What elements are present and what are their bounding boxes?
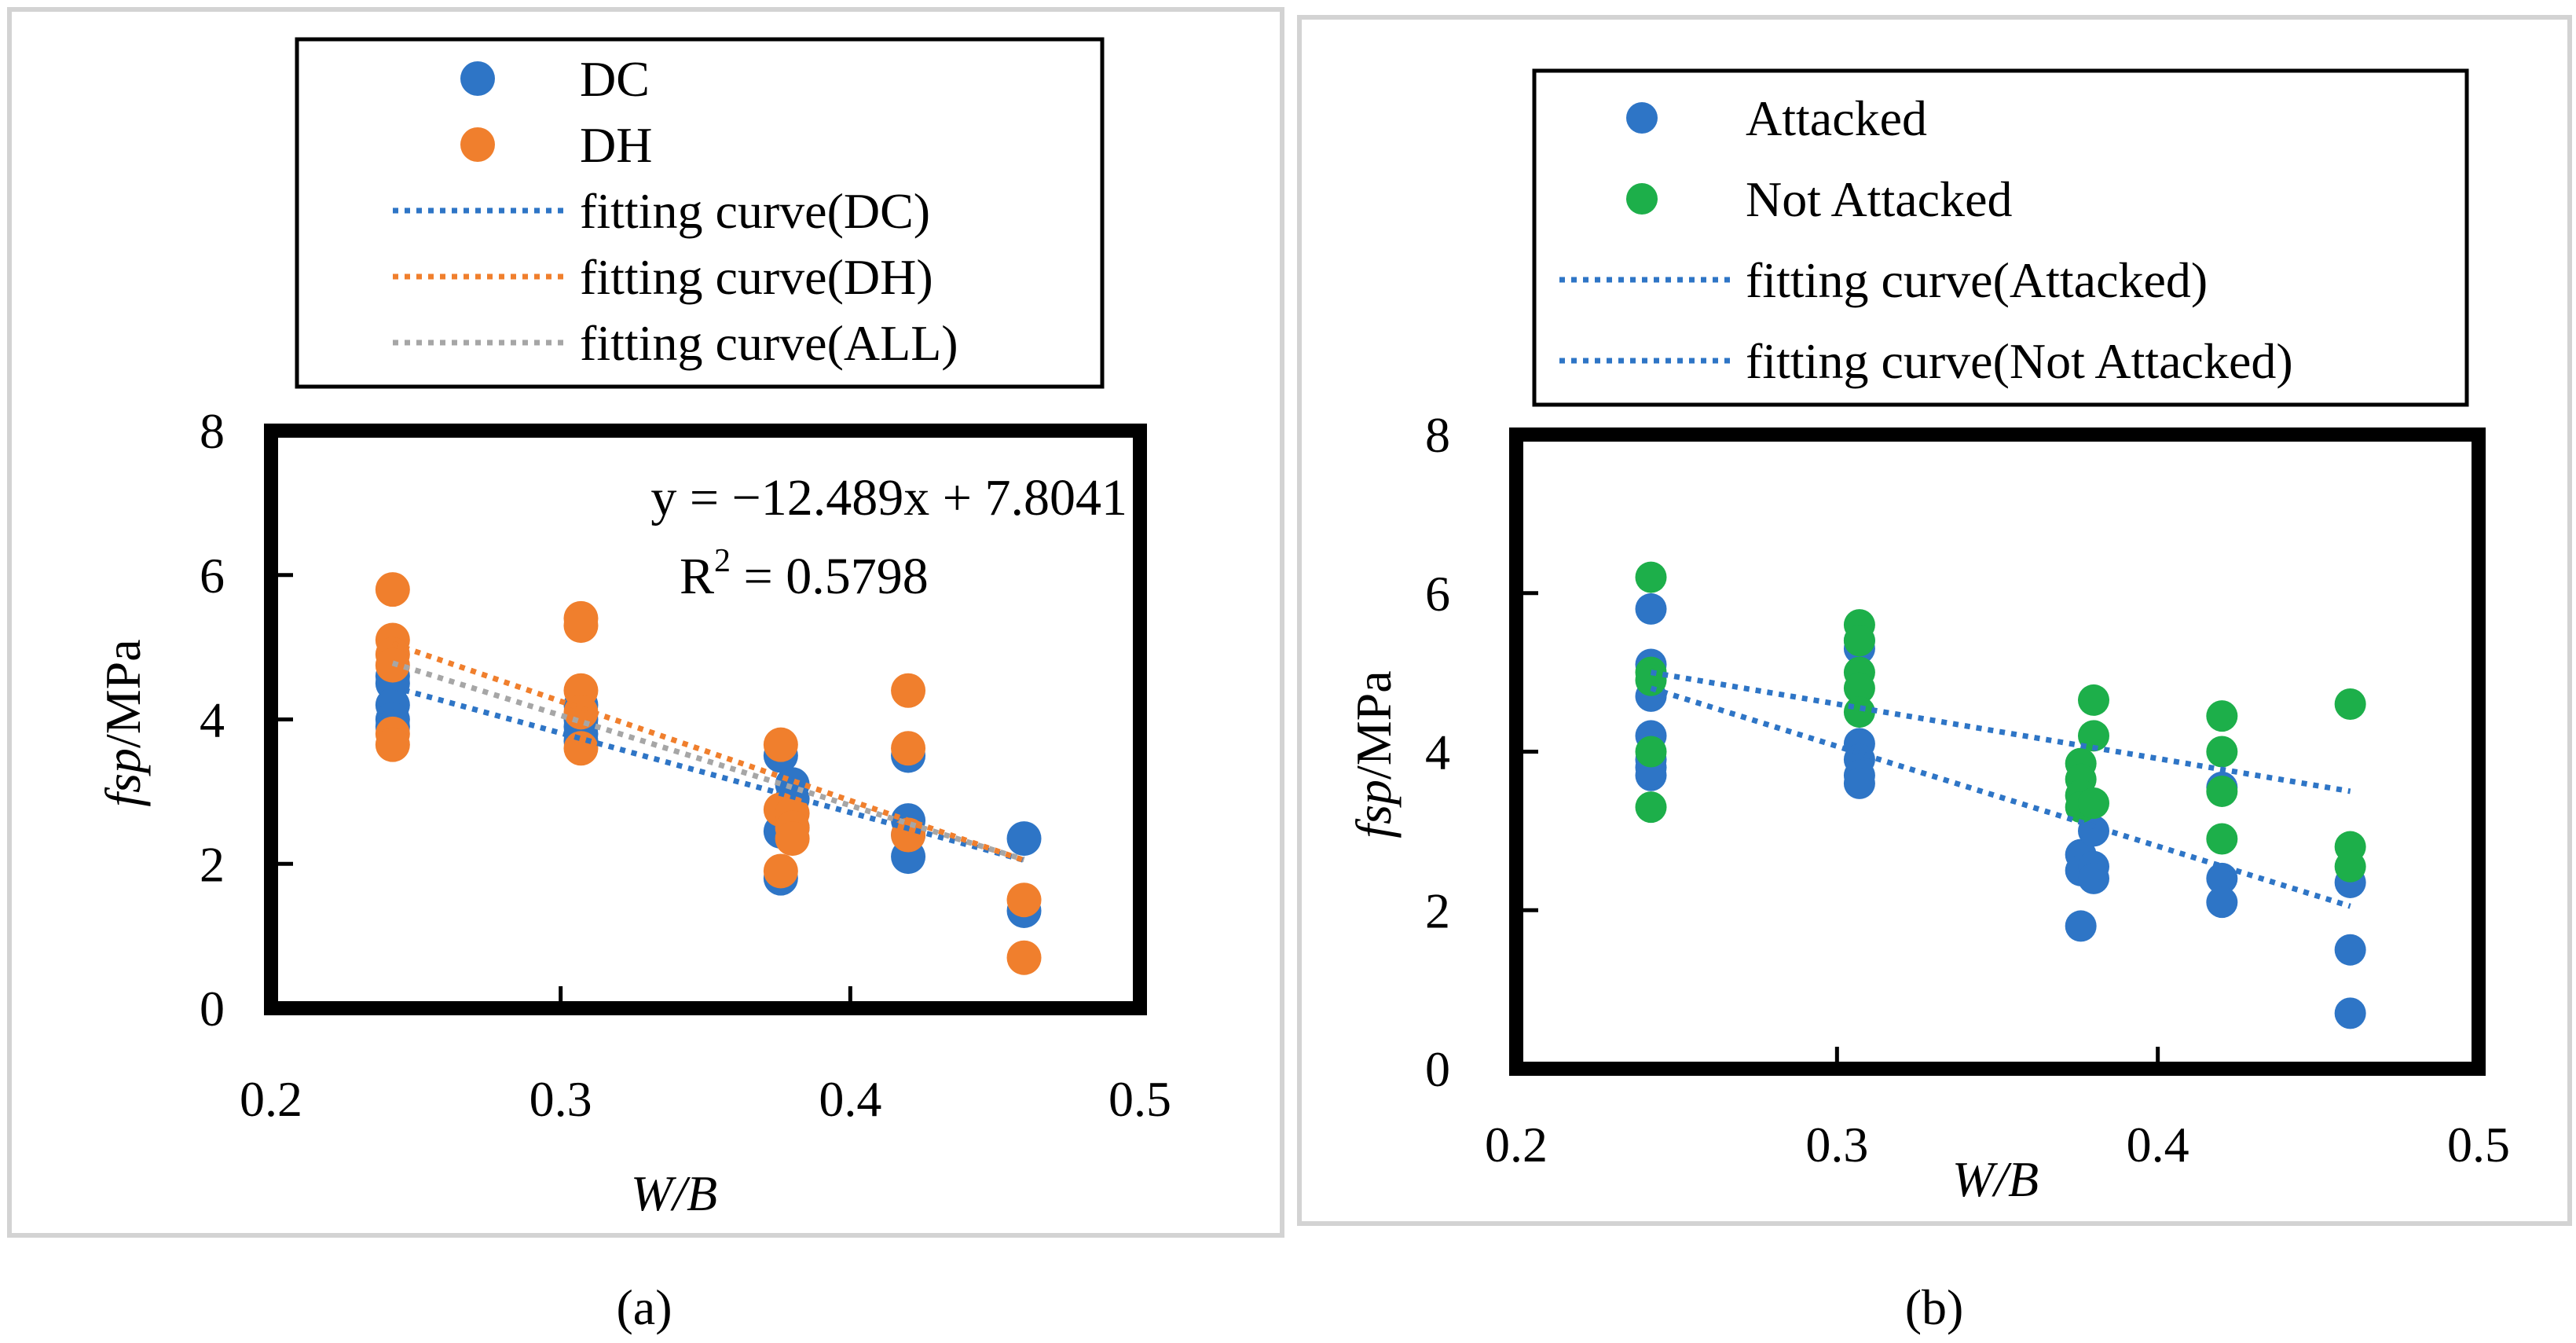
panel-a-plot: 0 2 4 6 8 0.2 0.3 0.4 0.5 bbox=[200, 403, 1171, 1127]
data-point-not-attacked bbox=[1635, 736, 1667, 768]
panel-a-y-axis-label: fsp/MPa bbox=[95, 639, 151, 806]
legend-label: DC bbox=[580, 51, 650, 107]
data-point-not-attacked bbox=[2078, 684, 2109, 716]
data-point-dh bbox=[891, 673, 926, 708]
data-point-attacked bbox=[1635, 593, 1667, 625]
fit-line bbox=[1650, 685, 2351, 909]
panel-a-x-axis-label: W/B bbox=[631, 1165, 717, 1221]
data-point-not-attacked bbox=[2334, 688, 2366, 720]
x-tick-label: 0.4 bbox=[819, 1071, 881, 1127]
data-point-not-attacked bbox=[1843, 672, 1875, 704]
panel-a: DC DH fitting curve(DC) fitting curve(DH) fi… bbox=[7, 7, 1284, 1335]
x-tick-label: 0.2 bbox=[240, 1071, 302, 1127]
r-squared-value: = 0.5798 bbox=[731, 548, 929, 605]
fit-line bbox=[391, 640, 1025, 863]
x-tick-label: 0.5 bbox=[2447, 1117, 2510, 1172]
panel-b-legend-box bbox=[1532, 68, 2469, 407]
data-point-not-attacked bbox=[2206, 736, 2238, 768]
data-point-dc bbox=[1006, 821, 1042, 857]
data-point-not-attacked bbox=[1843, 625, 1875, 657]
data-point-attacked bbox=[1635, 759, 1667, 791]
y-label-italic: fsp bbox=[95, 748, 151, 807]
y-tick-label: 6 bbox=[200, 548, 225, 604]
data-point-attacked bbox=[1843, 767, 1875, 799]
x-tick-label: 0.2 bbox=[1485, 1117, 1548, 1172]
data-point-attacked bbox=[2078, 815, 2109, 847]
legend-marker bbox=[1626, 102, 1658, 134]
legend-label: fitting curve(DH) bbox=[580, 249, 933, 305]
fit-line bbox=[391, 684, 1025, 864]
y-tick-label: 2 bbox=[200, 836, 225, 892]
fit-line bbox=[1650, 670, 2351, 794]
legend-label: fitting curve(Not Attacked) bbox=[1746, 333, 2293, 389]
panel-a-legend: DC DH fitting curve(DC) fitting curve(DH) fi… bbox=[393, 51, 958, 371]
y-label-italic: fsp bbox=[1346, 780, 1402, 838]
y-tick-label: 2 bbox=[1425, 882, 1450, 938]
data-point-not-attacked bbox=[2078, 787, 2109, 820]
data-point-dh bbox=[375, 572, 410, 607]
data-point-dh bbox=[563, 608, 599, 644]
panel-a-r-squared: R2 = 0.5798 bbox=[680, 543, 929, 605]
panel-b-x-axis-label: W/B bbox=[1952, 1151, 2039, 1207]
panel-b-legend: Attacked Not Attacked fitting curve(Attack… bbox=[1559, 90, 2293, 389]
data-point-dh bbox=[563, 731, 599, 766]
data-point-dh bbox=[763, 727, 798, 762]
panel-a-equation: y = −12.489x + 7.8041 bbox=[650, 469, 1127, 527]
y-label-unit: /MPa bbox=[95, 639, 151, 748]
data-point-dh bbox=[563, 695, 599, 730]
data-point-dh bbox=[891, 731, 926, 766]
data-point-not-attacked bbox=[1635, 664, 1667, 696]
y-tick-label: 4 bbox=[1425, 725, 1450, 780]
panel-a-plot-area bbox=[264, 424, 1147, 1015]
data-point-not-attacked bbox=[2206, 823, 2238, 855]
panel-b-plot-area bbox=[1509, 427, 2486, 1076]
data-point-not-attacked bbox=[2206, 700, 2238, 732]
legend-label: fitting curve(ALL) bbox=[580, 315, 958, 371]
legend-label: DH bbox=[580, 117, 652, 173]
legend-label: fitting curve(DC) bbox=[580, 183, 930, 239]
y-tick-label: 6 bbox=[1425, 566, 1450, 622]
data-point-attacked bbox=[2206, 886, 2238, 919]
data-point-not-attacked bbox=[1635, 561, 1667, 593]
data-point-attacked bbox=[2334, 934, 2366, 966]
legend-marker bbox=[460, 127, 495, 162]
panel-b-y-axis-label: fsp/MPa bbox=[1346, 670, 1402, 838]
panel-b-plot: 0 2 4 6 8 0.2 0.3 0.4 0.5 bbox=[1425, 407, 2510, 1172]
legend-label: Attacked bbox=[1746, 90, 1927, 146]
panel-a-label: (a) bbox=[616, 1279, 672, 1335]
r-squared-r: R bbox=[680, 548, 714, 605]
x-tick-label: 0.3 bbox=[1805, 1117, 1868, 1172]
legend-marker bbox=[1626, 183, 1658, 215]
fit-line bbox=[391, 660, 1025, 863]
data-point-dh bbox=[763, 853, 798, 889]
data-point-attacked bbox=[2206, 862, 2238, 894]
data-point-not-attacked bbox=[1843, 696, 1875, 728]
data-point-dh bbox=[1006, 940, 1042, 975]
data-point-attacked bbox=[2065, 910, 2097, 942]
data-point-attacked bbox=[2078, 862, 2109, 894]
data-point-dh bbox=[1006, 882, 1042, 918]
data-point-not-attacked bbox=[1635, 791, 1667, 824]
y-tick-label: 8 bbox=[200, 403, 225, 459]
data-point-not-attacked bbox=[2206, 775, 2238, 807]
legend-label: fitting curve(Attacked) bbox=[1746, 252, 2208, 308]
y-label-unit: /MPa bbox=[1346, 670, 1402, 780]
panel-b: Attacked Not Attacked fitting curve(Attack… bbox=[1297, 15, 2572, 1335]
legend-marker bbox=[460, 61, 495, 96]
x-tick-label: 0.3 bbox=[529, 1071, 592, 1127]
legend-label: Not Attacked bbox=[1746, 171, 2012, 227]
data-point-dh bbox=[775, 821, 810, 857]
y-tick-label: 4 bbox=[200, 692, 225, 748]
panel-b-label: (b) bbox=[1905, 1279, 1964, 1335]
data-point-attacked bbox=[2334, 997, 2366, 1029]
data-point-dh bbox=[375, 727, 410, 762]
r-squared-exponent: 2 bbox=[714, 543, 731, 579]
x-tick-label: 0.5 bbox=[1108, 1071, 1171, 1127]
x-tick-label: 0.4 bbox=[2127, 1117, 2189, 1172]
y-tick-label: 0 bbox=[200, 981, 225, 1037]
data-point-not-attacked bbox=[2334, 850, 2366, 882]
y-tick-label: 8 bbox=[1425, 407, 1450, 463]
y-tick-label: 0 bbox=[1425, 1041, 1450, 1097]
